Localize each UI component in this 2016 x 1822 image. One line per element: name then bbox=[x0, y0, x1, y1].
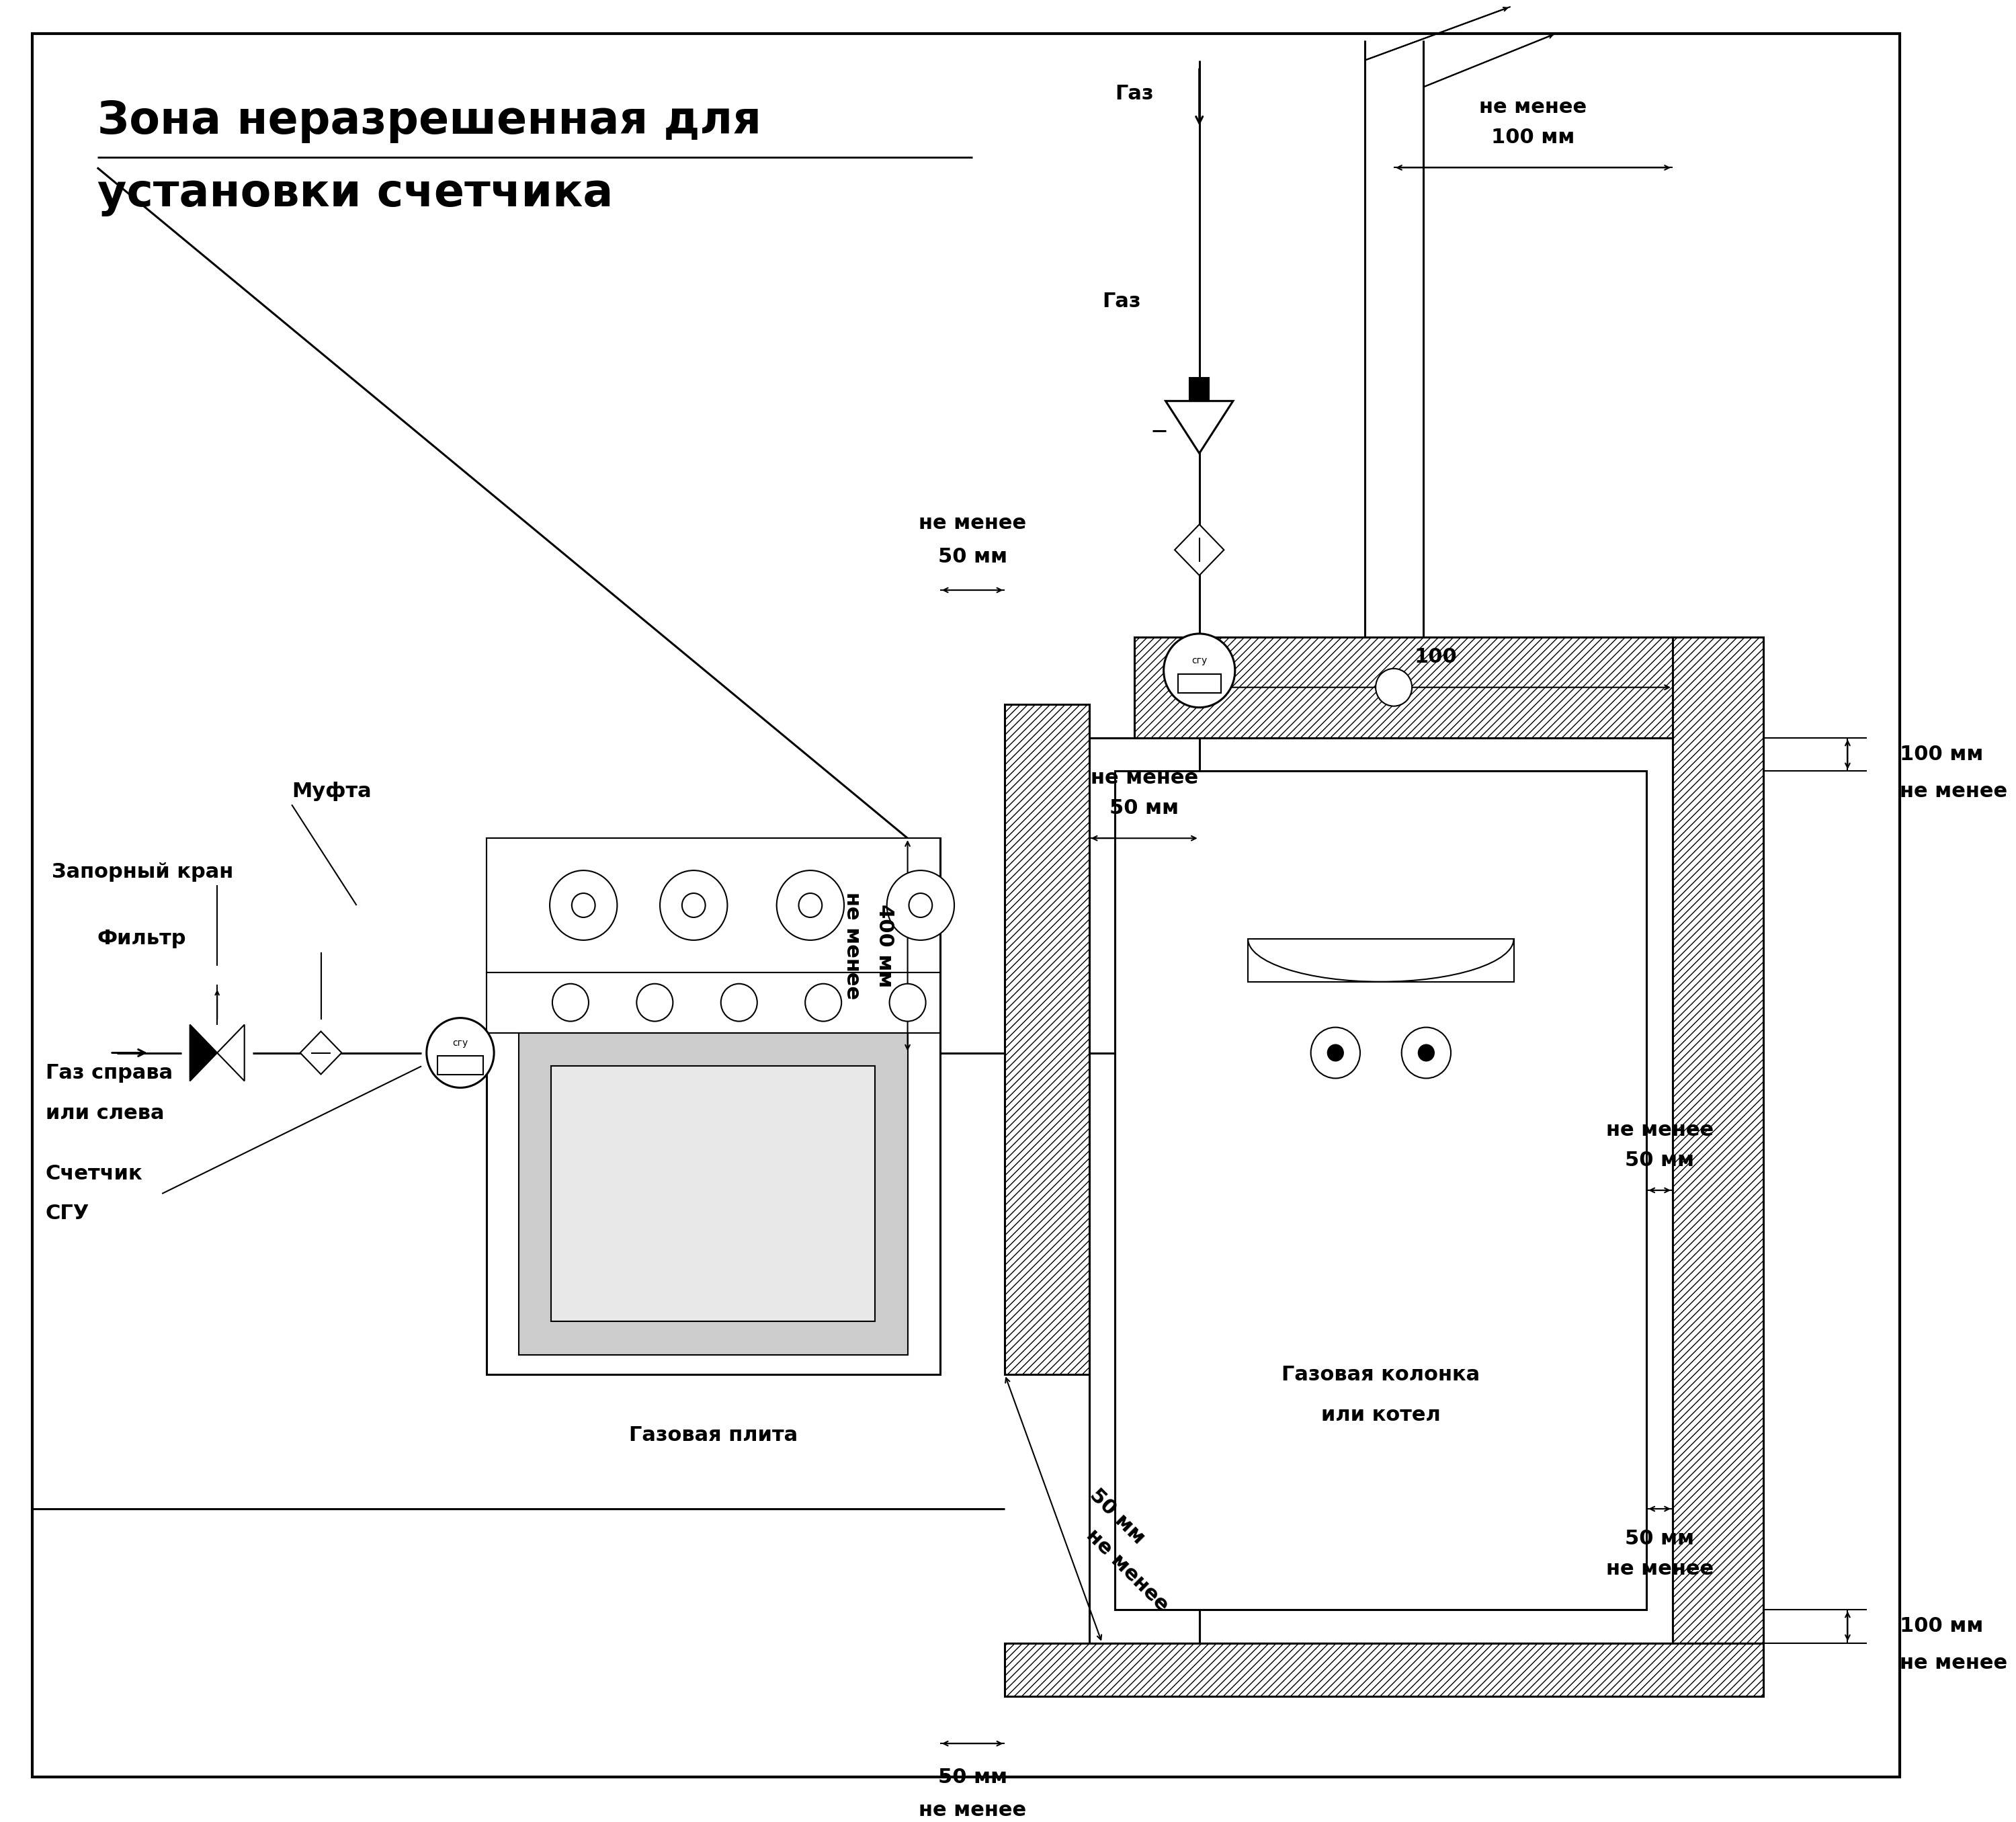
Circle shape bbox=[1375, 669, 1411, 707]
Bar bbox=[486, 973, 939, 1033]
Circle shape bbox=[804, 984, 841, 1022]
Circle shape bbox=[552, 984, 589, 1022]
Text: или котел: или котел bbox=[1320, 1405, 1441, 1425]
Text: Запорный кран: Запорный кран bbox=[52, 862, 234, 882]
Bar bbox=[437, 1057, 484, 1075]
Text: не менее: не менее bbox=[1480, 98, 1587, 117]
Circle shape bbox=[889, 984, 925, 1022]
Text: не менее: не менее bbox=[843, 891, 863, 998]
Text: 100 мм: 100 мм bbox=[1492, 128, 1574, 148]
Text: Газ справа: Газ справа bbox=[46, 1064, 173, 1082]
Polygon shape bbox=[218, 1024, 244, 1080]
Circle shape bbox=[1401, 1028, 1452, 1079]
Bar bbox=[1004, 1643, 1764, 1696]
Bar bbox=[550, 1066, 875, 1321]
Bar bbox=[1004, 703, 1089, 1374]
Text: 50 мм: 50 мм bbox=[1625, 1529, 1693, 1549]
Text: Счетчик: Счетчик bbox=[46, 1164, 143, 1182]
Text: сгу: сгу bbox=[1191, 656, 1208, 665]
Text: 100 мм: 100 мм bbox=[1899, 745, 1984, 763]
Circle shape bbox=[427, 1018, 494, 1088]
Circle shape bbox=[776, 871, 845, 940]
Text: не менее: не менее bbox=[919, 514, 1026, 532]
Text: не менее: не менее bbox=[1091, 769, 1198, 787]
Circle shape bbox=[909, 893, 931, 916]
Bar bbox=[1177, 674, 1222, 692]
Circle shape bbox=[798, 893, 823, 916]
Circle shape bbox=[887, 871, 954, 940]
Text: 400 мм: 400 мм bbox=[875, 904, 895, 988]
Text: Газовая колонка: Газовая колонка bbox=[1282, 1365, 1480, 1385]
Bar bbox=[1089, 738, 1673, 1643]
Bar bbox=[486, 838, 939, 973]
Text: не менее: не менее bbox=[1607, 1121, 1714, 1141]
Text: Муфта: Муфта bbox=[292, 782, 371, 802]
Bar bbox=[1115, 771, 1647, 1609]
Text: 50 мм: 50 мм bbox=[1085, 1485, 1149, 1549]
Text: Зона неразрешенная для: Зона неразрешенная для bbox=[97, 98, 762, 142]
Text: СГУ: СГУ bbox=[46, 1204, 89, 1224]
Text: сгу: сгу bbox=[452, 1039, 468, 1048]
Circle shape bbox=[722, 984, 758, 1022]
Text: Фильтр: Фильтр bbox=[97, 929, 185, 949]
Text: 100: 100 bbox=[1415, 647, 1458, 667]
Circle shape bbox=[1329, 1044, 1343, 1060]
Circle shape bbox=[573, 893, 595, 916]
Text: 50 мм: 50 мм bbox=[937, 547, 1008, 567]
Bar bbox=[1135, 638, 1673, 738]
Circle shape bbox=[659, 871, 728, 940]
Polygon shape bbox=[1175, 525, 1224, 576]
Circle shape bbox=[1163, 634, 1236, 707]
Circle shape bbox=[1419, 1044, 1433, 1060]
Text: Газ: Газ bbox=[1103, 292, 1141, 312]
Text: 50 мм: 50 мм bbox=[937, 1767, 1008, 1787]
Polygon shape bbox=[300, 1031, 341, 1075]
Text: установки счетчика: установки счетчика bbox=[97, 173, 613, 217]
Text: Газовая плита: Газовая плита bbox=[629, 1425, 798, 1445]
Text: 50 мм: 50 мм bbox=[1109, 798, 1179, 818]
Text: 50 мм: 50 мм bbox=[1625, 1150, 1693, 1170]
Text: или слева: или слева bbox=[46, 1104, 163, 1122]
Polygon shape bbox=[1165, 401, 1234, 454]
Bar bbox=[518, 1033, 907, 1354]
Bar bbox=[1673, 638, 1764, 1643]
Text: 100 мм: 100 мм bbox=[1899, 1616, 1984, 1636]
Circle shape bbox=[637, 984, 673, 1022]
Circle shape bbox=[550, 871, 617, 940]
Text: не менее: не менее bbox=[1083, 1525, 1171, 1616]
Text: не менее: не менее bbox=[919, 1800, 1026, 1820]
Bar bbox=[1189, 377, 1210, 401]
Polygon shape bbox=[190, 1024, 218, 1080]
Text: Газ: Газ bbox=[1115, 84, 1153, 104]
Text: не менее: не менее bbox=[1607, 1560, 1714, 1580]
Text: не менее: не менее bbox=[1899, 1653, 2008, 1673]
Circle shape bbox=[1310, 1028, 1361, 1079]
Circle shape bbox=[681, 893, 706, 916]
Bar bbox=[1248, 938, 1514, 982]
Text: не менее: не менее bbox=[1899, 782, 2008, 802]
Bar bbox=[486, 838, 939, 1374]
